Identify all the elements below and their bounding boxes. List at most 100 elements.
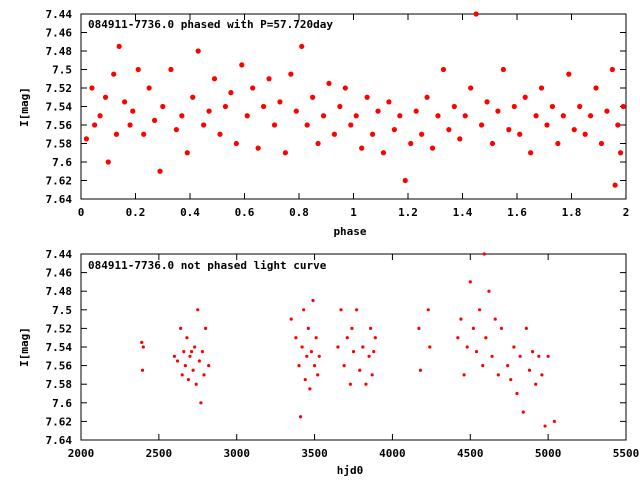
phased-data-point — [157, 168, 163, 174]
unphased-data-point — [482, 252, 486, 256]
phased-data-point — [116, 43, 122, 49]
phased-data-point — [146, 85, 152, 91]
unphased-data-point — [509, 377, 513, 382]
phased-data-point — [375, 108, 381, 114]
unphased-data-point — [200, 350, 205, 354]
phased-data-point — [260, 103, 267, 110]
unphased-data-point — [552, 419, 556, 423]
phased-data-point — [429, 145, 436, 151]
unphased-data-point — [306, 326, 310, 330]
unphased-ytick-label: 7.46 — [46, 267, 73, 280]
phased-data-point — [342, 85, 348, 91]
unphased-data-point — [140, 340, 144, 344]
phased-data-point — [113, 131, 120, 137]
phased-data-point — [397, 113, 403, 119]
unphased-data-point — [175, 359, 180, 363]
phased-data-point — [83, 136, 90, 142]
phased-data-point — [315, 140, 321, 147]
phased-data-point — [506, 127, 512, 133]
unphased-plot: 084911-7736.0 not phased light curve hjd… — [18, 248, 639, 477]
unphased-data-point — [309, 350, 314, 354]
phased-data-point — [364, 94, 370, 100]
phased-data-point — [369, 131, 376, 137]
unphased-data-point — [297, 364, 301, 368]
unphased-xtick-label: 3500 — [301, 447, 328, 460]
phased-data-point — [587, 113, 594, 119]
phased-data-point — [277, 99, 283, 105]
unphased-data-point — [369, 326, 373, 330]
phased-data-point — [320, 113, 327, 119]
unphased-data-point — [191, 368, 195, 372]
phased-data-point — [462, 113, 468, 119]
phased-data-point — [201, 122, 207, 128]
unphased-plot-xlabel: hjd0 — [337, 464, 364, 477]
unphased-data-point — [317, 354, 321, 358]
unphased-xtick-label: 3000 — [223, 447, 250, 460]
unphased-xtick-label: 4500 — [457, 447, 484, 460]
phased-data-point — [609, 66, 615, 73]
unphased-data-point — [490, 354, 494, 358]
phased-data-point — [560, 113, 566, 119]
phased-data-point — [331, 131, 338, 137]
unphased-ytick-label: 7.54 — [46, 341, 73, 354]
phased-data-point — [598, 140, 605, 147]
unphased-ytick-label: 7.48 — [46, 285, 73, 298]
unphased-data-point — [294, 336, 298, 340]
phased-data-point — [359, 145, 365, 151]
phased-data-point — [468, 85, 474, 91]
phased-data-point — [239, 62, 245, 68]
phased-data-point — [184, 150, 190, 156]
unphased-data-point — [471, 326, 475, 330]
unphased-data-point — [303, 377, 307, 382]
phased-data-point — [424, 94, 430, 100]
unphased-data-point — [534, 382, 538, 386]
unphased-data-point — [358, 368, 362, 372]
phased-data-point — [244, 113, 250, 119]
phased-data-point — [451, 103, 457, 110]
phased-data-point — [105, 159, 111, 165]
unphased-data-point — [172, 354, 177, 358]
phased-data-point — [353, 113, 359, 119]
unphased-data-point — [202, 373, 206, 377]
phased-data-point — [457, 136, 463, 142]
phased-data-point — [446, 127, 452, 133]
phased-data-point — [337, 103, 343, 110]
unphased-data-point — [481, 364, 485, 368]
unphased-data-point — [518, 354, 522, 358]
unphased-data-point — [179, 326, 183, 330]
phased-data-point — [190, 94, 196, 100]
unphased-data-point — [540, 373, 544, 377]
phased-data-point — [549, 103, 556, 110]
unphased-data-point — [530, 350, 535, 354]
phased-data-point — [593, 85, 599, 91]
phased-data-point — [141, 131, 147, 137]
phased-ytick-label: 7.46 — [46, 27, 73, 40]
unphased-data-point — [298, 415, 303, 419]
phased-data-point — [419, 131, 425, 137]
unphased-data-point — [316, 373, 320, 377]
unphased-data-point — [521, 410, 525, 414]
unphased-xtick-label: 2500 — [146, 447, 173, 460]
phased-data-point — [266, 76, 272, 82]
phased-xtick-label: 1.4 — [453, 206, 473, 219]
unphased-plot-ylabel: I[mag] — [18, 327, 31, 367]
phased-ytick-label: 7.54 — [46, 101, 73, 114]
phased-plot-ylabel: I[mag] — [18, 87, 31, 127]
unphased-ytick-label: 7.6 — [52, 397, 72, 410]
unphased-data-point — [312, 364, 317, 368]
phased-data-point — [151, 117, 158, 123]
unphased-data-point — [462, 373, 466, 377]
phased-data-point — [612, 182, 618, 188]
phased-ytick-label: 7.48 — [46, 45, 73, 58]
unphased-data-point — [546, 354, 550, 358]
phased-data-point — [577, 103, 583, 110]
unphased-data-point — [487, 289, 491, 293]
unphased-data-point — [515, 391, 519, 396]
phased-data-point — [288, 71, 294, 77]
phased-data-point — [92, 122, 98, 128]
unphased-data-point — [185, 336, 189, 340]
phased-data-point — [391, 127, 397, 133]
unphased-data-point — [373, 336, 377, 340]
phased-xtick-label: 2 — [623, 206, 630, 219]
unphased-data-point — [300, 345, 304, 349]
